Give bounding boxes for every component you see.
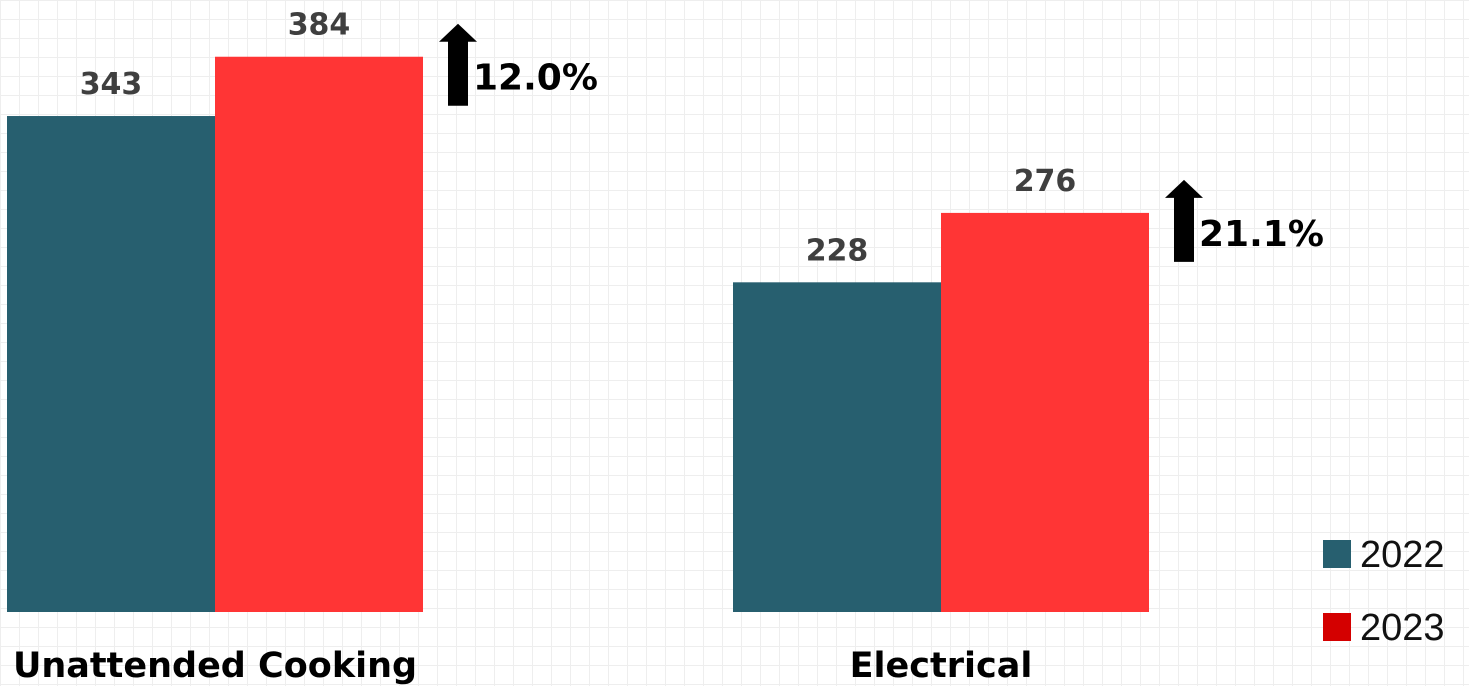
legend-swatch-2023 bbox=[1323, 613, 1351, 641]
bar-2022-2 bbox=[733, 282, 941, 612]
bar-2023-2 bbox=[941, 212, 1149, 613]
change-label-1: 12.0% bbox=[473, 58, 598, 99]
category-label-2: Electrical bbox=[850, 646, 1033, 686]
bar-2022-1 bbox=[7, 116, 215, 612]
data-label-2023-2: 276 bbox=[1014, 164, 1077, 199]
data-label-2023-1: 384 bbox=[288, 8, 351, 43]
legend-label-2022: 2022 bbox=[1360, 534, 1445, 576]
bar-2023-1 bbox=[215, 56, 423, 612]
category-label-1: Unattended Cooking bbox=[13, 646, 417, 686]
up-arrow-icon bbox=[439, 23, 477, 106]
data-label-2022-1: 343 bbox=[80, 67, 143, 102]
change-label-2: 21.1% bbox=[1199, 214, 1324, 255]
data-label-2022-2: 228 bbox=[806, 233, 869, 268]
legend-label-2023: 2023 bbox=[1360, 607, 1445, 649]
up-arrow-icon bbox=[1165, 179, 1203, 262]
legend-swatch-2022 bbox=[1323, 540, 1351, 568]
